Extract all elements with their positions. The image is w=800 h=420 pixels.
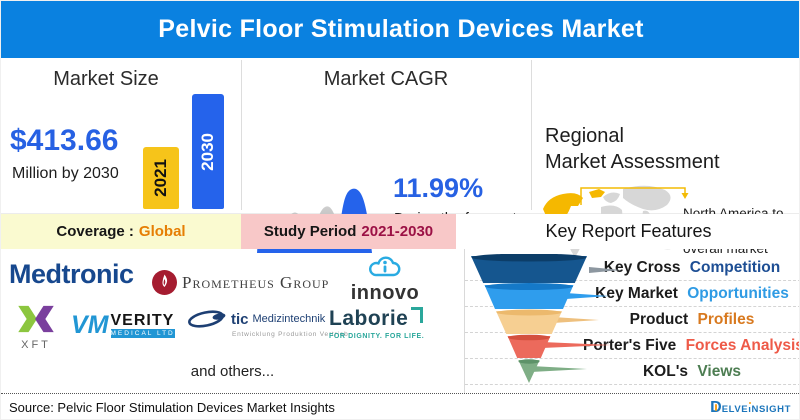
prometheus-logo: Prometheus Group: [151, 269, 329, 296]
market-size-title: Market Size: [53, 68, 159, 90]
study-period-strip: Study Period 2021-2030: [241, 214, 456, 249]
laborie-tagline: FOR DIGNITY. FOR LIFE.: [329, 333, 425, 340]
prometheus-name: Prometheus Group: [182, 272, 330, 292]
and-others-label: and others...: [190, 363, 275, 380]
study-period-label: Study Period: [263, 223, 357, 240]
brand-d-mark: D: [710, 399, 722, 416]
key-report-features-panel: Key Cross Competition Key Market Opportu…: [464, 249, 800, 393]
feature-plain-text: KOL's: [642, 363, 689, 380]
bar-2030: 2030: [192, 94, 224, 209]
regional-title-line1: Regional: [545, 125, 624, 147]
xft-logo: XFT: [13, 305, 59, 351]
feature-plain-text: Key Cross: [603, 259, 681, 276]
feature-plain-text: Porter's Five: [583, 337, 677, 354]
feature-row: Key Market Opportunities: [465, 281, 799, 307]
brand-text: NSIGHT: [751, 404, 791, 415]
bar-2021: 2021: [143, 147, 179, 209]
tic-suffix: Medizintechnik: [252, 313, 326, 325]
feature-row: Product Profiles: [465, 307, 799, 333]
innovo-name: innovo: [350, 282, 420, 304]
cloud-icon: [369, 256, 401, 277]
coverage-label: Coverage :: [56, 223, 134, 240]
market-size-unit: Million by 2030: [12, 165, 119, 182]
verity-vm-mark: VM: [71, 311, 109, 339]
xft-name: XFT: [21, 339, 51, 351]
feature-row: Porter's Five Forces Analysis: [465, 333, 800, 359]
verity-logo: VM VERITY MEDICAL LTD: [71, 311, 175, 340]
regional-title-line2: Market Assessment: [545, 151, 720, 173]
brand-dotted-i: ı: [748, 404, 752, 415]
tic-logo: tic Medizintechnik Entwicklung Produktio…: [186, 309, 349, 338]
tic-tagline: Entwicklung Produktion Vertrieb: [232, 331, 349, 338]
feature-colored-text: Competition: [689, 259, 781, 276]
key-report-features-title: Key Report Features: [456, 214, 799, 249]
tic-name: tic: [231, 310, 249, 328]
header-banner: Pelvic Floor Stimulation Devices Market: [1, 1, 799, 58]
companies-panel: Medtronic Prometheus Group innovo XFT: [1, 249, 464, 393]
flame-icon: [152, 270, 177, 295]
feature-row: Key Cross Competition: [465, 255, 799, 281]
footer: Source: Pelvic Floor Stimulation Devices…: [1, 393, 799, 419]
bar-2030-label: 2030: [198, 132, 217, 171]
regional-title: Regional Market Assessment: [545, 123, 720, 175]
callout-connector: [580, 187, 686, 205]
market-size-value: $413.66: [10, 124, 119, 157]
laborie-name: Laborie: [329, 307, 409, 330]
feature-plain-text: Product: [629, 311, 689, 328]
feature-colored-text: Views: [697, 363, 741, 380]
corner-bracket-icon: [411, 307, 424, 323]
feature-colored-text: Opportunities: [687, 285, 789, 302]
cagr-value: 11.99%: [393, 173, 484, 203]
column-divider: [531, 60, 532, 210]
source-text: Source: Pelvic Floor Stimulation Devices…: [9, 400, 335, 415]
bar-2021-label: 2021: [151, 159, 170, 197]
feature-colored-text: Forces Analysis: [685, 337, 800, 354]
top-row: Market Size $413.66 Million by 2030 2021…: [1, 58, 799, 257]
coverage-value: Global: [138, 223, 186, 240]
funnel-chart: [471, 254, 621, 383]
feature-colored-text: Profiles: [697, 311, 755, 328]
feature-row: KOL's Views: [465, 359, 799, 385]
feature-plain-text: Key Market: [595, 285, 678, 302]
column-divider: [241, 60, 242, 210]
innovo-logo: innovo: [331, 253, 439, 305]
brand-text: ELVE: [721, 404, 749, 415]
verity-subtitle: MEDICAL LTD: [110, 329, 175, 338]
laborie-logo: Laborie FOR DIGNITY. FOR LIFE.: [329, 307, 449, 340]
swoosh-icon: [188, 310, 226, 328]
verity-name: VERITY: [110, 312, 175, 329]
page-title: Pelvic Floor Stimulation Devices Market: [158, 15, 644, 43]
medtronic-logo: Medtronic: [9, 259, 134, 289]
delveinsight-logo: DELVEıNSIGHT: [710, 399, 791, 417]
market-cagr-title: Market CAGR: [323, 68, 449, 90]
study-period-value: 2021-2030: [361, 223, 434, 240]
coverage-strip: Coverage : Global: [1, 214, 241, 249]
x-mark-icon: [18, 305, 54, 333]
